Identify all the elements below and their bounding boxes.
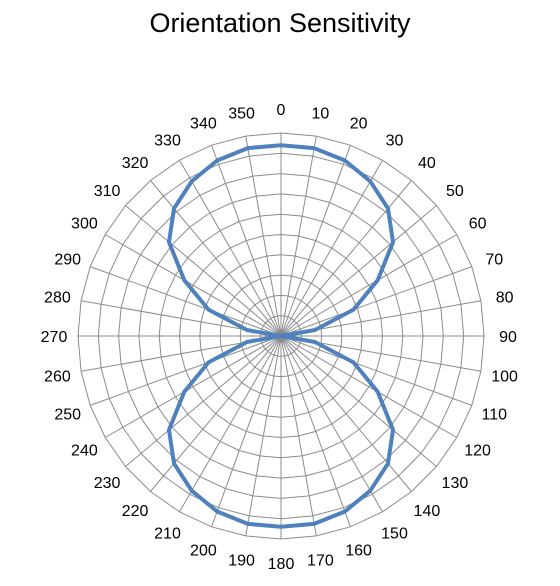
spoke-70 xyxy=(280,266,472,337)
spoke-20 xyxy=(280,145,351,337)
tick-label-60: 60 xyxy=(469,216,487,233)
tick-label-70: 70 xyxy=(485,251,503,268)
tick-label-340: 340 xyxy=(190,116,217,133)
spoke-40 xyxy=(280,180,412,337)
spoke-150 xyxy=(280,335,383,513)
tick-label-130: 130 xyxy=(442,475,469,492)
series-line-0 xyxy=(167,143,395,529)
spoke-190 xyxy=(245,335,282,536)
tick-label-100: 100 xyxy=(491,368,518,385)
spoke-300 xyxy=(104,234,282,337)
tick-label-230: 230 xyxy=(94,475,121,492)
tick-label-30: 30 xyxy=(386,132,404,149)
spoke-220 xyxy=(150,335,282,492)
tick-label-40: 40 xyxy=(418,155,436,172)
spoke-10 xyxy=(280,136,317,337)
tick-label-150: 150 xyxy=(381,526,408,543)
spoke-320 xyxy=(150,180,282,337)
tick-label-330: 330 xyxy=(154,132,181,149)
spoke-130 xyxy=(280,335,437,467)
tick-label-260: 260 xyxy=(44,368,71,385)
tick-label-350: 350 xyxy=(228,105,255,122)
tick-label-280: 280 xyxy=(44,290,71,307)
spoke-120 xyxy=(280,335,458,438)
spoke-290 xyxy=(90,266,282,337)
spoke-240 xyxy=(104,335,282,438)
spoke-330 xyxy=(179,159,282,337)
tick-label-220: 220 xyxy=(122,503,149,520)
tick-label-110: 110 xyxy=(482,407,508,424)
tick-label-0: 0 xyxy=(277,102,286,119)
spoke-350 xyxy=(245,136,282,337)
tick-label-50: 50 xyxy=(446,183,464,200)
spoke-110 xyxy=(280,335,472,406)
spoke-60 xyxy=(280,234,458,337)
tick-label-20: 20 xyxy=(350,116,368,133)
tick-label-210: 210 xyxy=(154,526,181,543)
tick-label-290: 290 xyxy=(54,251,81,268)
tick-label-160: 160 xyxy=(345,542,372,559)
tick-label-170: 170 xyxy=(307,553,334,570)
spoke-50 xyxy=(280,205,437,337)
spoke-30 xyxy=(280,159,383,337)
tick-label-140: 140 xyxy=(414,503,441,520)
tick-label-90: 90 xyxy=(499,329,517,346)
spoke-340 xyxy=(211,145,282,337)
tick-label-250: 250 xyxy=(54,407,81,424)
tick-label-320: 320 xyxy=(122,155,149,172)
spoke-210 xyxy=(179,335,282,513)
tick-label-120: 120 xyxy=(464,443,491,460)
spoke-170 xyxy=(280,335,317,536)
spoke-250 xyxy=(90,335,282,406)
chart-title: Orientation Sensitivity xyxy=(149,8,411,38)
spoke-160 xyxy=(280,335,351,527)
tick-label-300: 300 xyxy=(71,216,98,233)
tick-label-270: 270 xyxy=(41,329,68,346)
tick-label-310: 310 xyxy=(94,183,121,200)
tick-label-80: 80 xyxy=(496,290,514,307)
spoke-230 xyxy=(125,335,282,467)
spoke-200 xyxy=(211,335,282,527)
tick-label-240: 240 xyxy=(71,443,98,460)
spoke-310 xyxy=(125,205,282,337)
tick-label-180: 180 xyxy=(268,556,295,573)
spoke-140 xyxy=(280,335,412,492)
tick-label-200: 200 xyxy=(190,542,217,559)
tick-label-10: 10 xyxy=(312,105,330,122)
tick-label-190: 190 xyxy=(228,553,255,570)
